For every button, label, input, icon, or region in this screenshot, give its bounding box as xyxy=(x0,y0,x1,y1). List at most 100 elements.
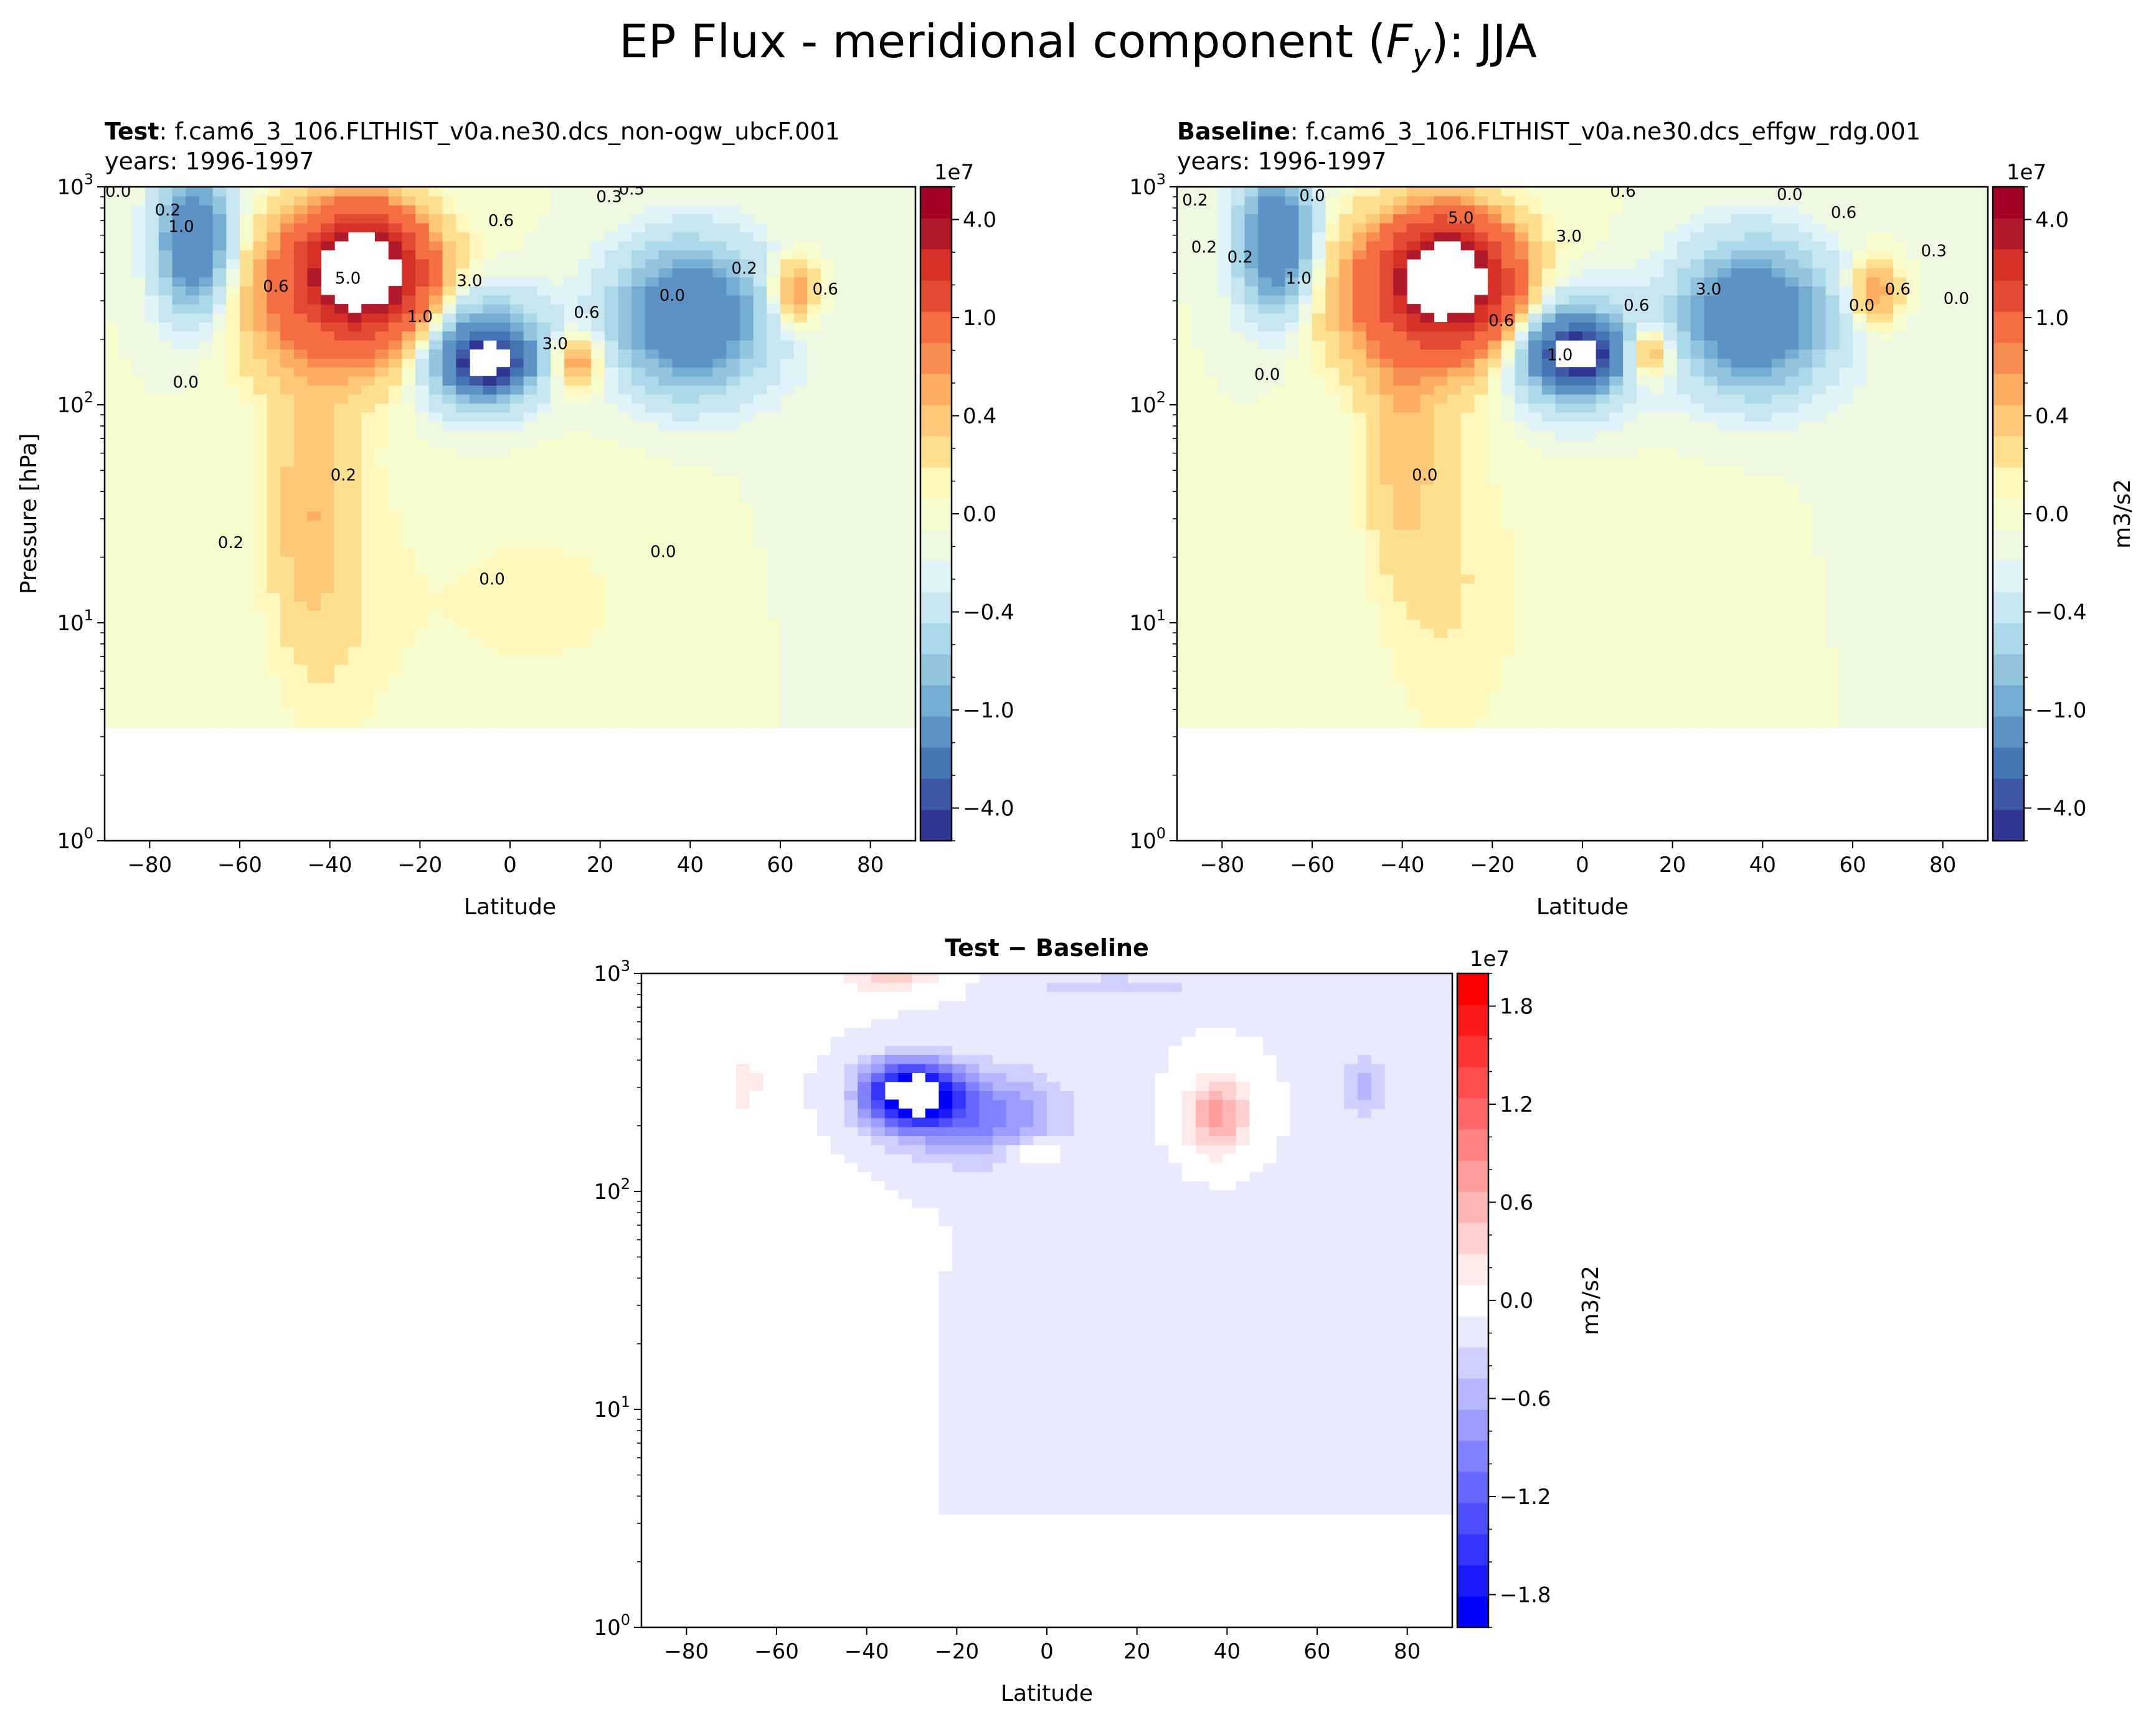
contour-fill-cell xyxy=(253,592,268,602)
contour-fill-cell xyxy=(510,709,524,719)
contour-fill-cell xyxy=(118,673,133,683)
contour-fill-cell xyxy=(739,448,754,458)
contour-fill-cell xyxy=(645,196,660,206)
contour-fill-cell xyxy=(348,385,362,395)
contour-fill-cell xyxy=(1353,700,1367,710)
contour-fill-cell xyxy=(1718,547,1732,557)
contour-fill-cell xyxy=(564,691,579,701)
contour-fill-cell xyxy=(442,538,456,548)
contour-fill-cell xyxy=(1771,700,1786,710)
contour-fill-cell xyxy=(145,673,159,683)
contour-fill-cell xyxy=(1434,709,1448,719)
contour-fill-cell xyxy=(280,655,295,665)
contour-fill-cell xyxy=(1825,628,1840,638)
contour-fill-cell xyxy=(537,619,551,629)
contour-fill-cell xyxy=(523,196,538,206)
contour-fill-cell xyxy=(848,286,862,296)
contour-fill-cell xyxy=(105,466,119,476)
contour-fill-cell xyxy=(631,339,646,350)
contour-fill-cell xyxy=(848,628,862,638)
contour-fill-cell xyxy=(456,493,470,503)
contour-fill-cell xyxy=(321,511,335,521)
contour-fill-cell xyxy=(645,240,660,251)
contour-fill-cell xyxy=(280,592,295,602)
contour-fill-cell xyxy=(1758,574,1772,584)
contour-fill-cell xyxy=(712,484,727,494)
contour-fill-cell xyxy=(118,376,133,386)
contour-fill-cell xyxy=(428,295,443,305)
contour-fill-cell xyxy=(402,367,416,377)
contour-fill-cell xyxy=(510,619,524,629)
contour-fill-cell xyxy=(753,258,768,268)
contour-fill-cell xyxy=(848,394,862,404)
contour-fill-cell xyxy=(375,709,389,719)
contour-fill-cell xyxy=(767,448,781,458)
contour-fill-cell xyxy=(1258,691,1272,701)
contour-fill-cell xyxy=(1393,547,1407,557)
contour-fill-cell xyxy=(631,258,646,268)
contour-fill-cell xyxy=(118,511,133,521)
contour-fill-cell xyxy=(375,592,389,602)
contour-fill-cell xyxy=(388,628,403,638)
contour-fill-cell xyxy=(280,367,295,377)
contour-fill-cell xyxy=(226,277,240,286)
contour-fill-cell xyxy=(1420,646,1435,656)
contour-fill-cell xyxy=(618,547,633,557)
contour-fill-cell xyxy=(510,673,524,683)
contour-fill-cell xyxy=(415,493,430,503)
contour-fill-cell xyxy=(199,339,214,350)
contour-fill-cell xyxy=(564,187,579,197)
contour-fill-cell xyxy=(902,484,915,494)
contour-fill-cell xyxy=(1771,547,1786,557)
contour-fill-cell xyxy=(551,592,565,602)
contour-fill-cell xyxy=(834,628,849,638)
contour-fill-cell xyxy=(375,376,389,386)
contour-fill-cell xyxy=(739,682,754,692)
contour-fill-cell xyxy=(469,214,484,224)
contour-fill-cell xyxy=(1812,682,1827,692)
contour-fill-cell xyxy=(1555,565,1570,575)
contour-fill-cell xyxy=(874,475,889,485)
contour-fill-cell xyxy=(199,412,214,422)
contour-fill-cell xyxy=(1663,628,1678,638)
contour-fill-cell xyxy=(212,673,227,683)
contour-fill-cell xyxy=(686,529,700,539)
contour-fill-cell xyxy=(767,565,781,575)
contour-fill-cell xyxy=(199,304,214,314)
contour-fill-cell xyxy=(739,187,754,197)
contour-fill-cell xyxy=(280,610,295,620)
contour-fill-cell xyxy=(293,376,308,386)
contour-fill-cell xyxy=(1447,700,1462,710)
contour-fill-cell xyxy=(767,583,781,593)
contour-fill-cell xyxy=(1960,691,1975,701)
contour-fill-cell xyxy=(1258,682,1272,692)
contour-fill-cell xyxy=(834,322,849,332)
contour-fill-cell xyxy=(118,322,133,332)
contour-fill-cell xyxy=(753,592,768,602)
contour-fill-cell xyxy=(1812,655,1827,665)
contour-fill-cell xyxy=(1812,619,1827,629)
contour-fill-cell xyxy=(1636,628,1651,638)
contour-fill-cell xyxy=(375,583,389,593)
contour-fill-cell xyxy=(1596,583,1610,593)
contour-fill-cell xyxy=(1825,538,1840,548)
contour-fill-cell xyxy=(131,520,146,530)
contour-fill-cell xyxy=(1623,538,1637,548)
contour-fill-cell xyxy=(293,538,308,548)
contour-fill-cell xyxy=(334,691,349,701)
contour-fill-cell xyxy=(523,574,538,584)
contour-fill-cell xyxy=(591,439,605,449)
contour-fill-cell xyxy=(874,700,889,710)
contour-fill-cell xyxy=(496,394,511,404)
baseline-years: years: 1996-1997 xyxy=(1177,148,1387,175)
contour-fill-cell xyxy=(631,664,646,674)
contour-fill-cell xyxy=(442,502,456,512)
contour-fill-cell xyxy=(807,610,821,620)
contour-fill-cell xyxy=(1353,538,1367,548)
contour-fill-cell xyxy=(307,439,321,449)
contour-fill-cell xyxy=(510,339,524,350)
contour-fill-cell xyxy=(1474,565,1488,575)
contour-fill-cell xyxy=(131,628,146,638)
contour-fill-cell xyxy=(1366,655,1381,665)
contour-fill-cell xyxy=(631,385,646,395)
